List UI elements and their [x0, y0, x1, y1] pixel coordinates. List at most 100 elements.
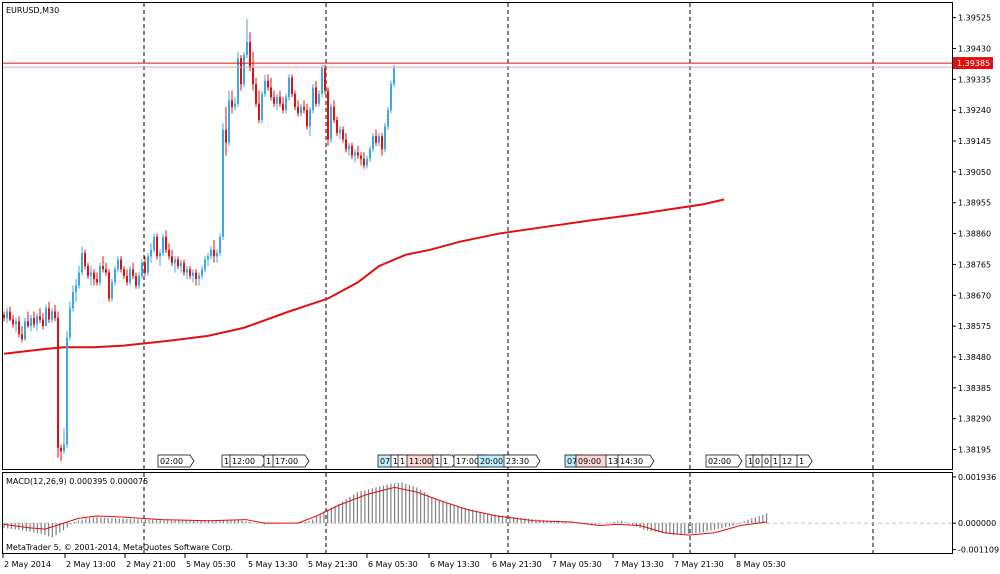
macd-panel[interactable]: MACD(12,26,9) 0.000395 0.000075 MetaTrad… — [2, 472, 1000, 555]
moving-average — [3, 198, 725, 355]
price-tick-label: 1.38575 — [958, 322, 991, 331]
candle — [75, 279, 77, 302]
candle — [372, 132, 374, 153]
macd-signal-line — [3, 486, 767, 536]
candle — [60, 444, 62, 461]
candle-body — [261, 93, 263, 120]
candle-body — [189, 269, 191, 276]
candle — [381, 132, 383, 156]
candle-body — [48, 308, 50, 320]
candle-body — [345, 139, 347, 150]
macd-tick-label: 0.000000 — [958, 519, 996, 528]
price-tick-label: 1.38290 — [958, 415, 991, 424]
candle — [96, 272, 98, 286]
macd-period-separators — [143, 473, 874, 553]
candle — [231, 90, 233, 114]
candle-body — [129, 269, 131, 283]
candle-body — [138, 275, 140, 286]
candle-body — [270, 87, 272, 98]
session-marker-label: 1 — [266, 457, 271, 466]
candle-body — [369, 149, 371, 159]
candle — [87, 262, 89, 280]
time-tick-label: 2 May 13:00 — [66, 560, 116, 569]
candle-body — [108, 272, 110, 299]
price-tick-label: 1.38385 — [958, 384, 991, 393]
time-tick-label: 8 May 05:30 — [736, 560, 786, 569]
session-marker-label: 09:00 — [578, 457, 601, 466]
candle — [30, 314, 32, 331]
candle-body — [162, 236, 164, 254]
candle — [132, 262, 134, 280]
candle-body — [198, 275, 200, 280]
candle — [165, 230, 167, 254]
candle — [222, 123, 224, 241]
session-marker-label: 20:00 — [480, 457, 503, 466]
symbol-label: EURUSD,M30 — [6, 6, 59, 15]
candle — [378, 132, 380, 146]
candle-body — [318, 93, 320, 104]
candle — [240, 54, 242, 91]
time-axis: 2 May 2014 2 May 13:00 2 May 21:00 5 May 05… — [2, 554, 786, 569]
candle-body — [339, 129, 341, 133]
candle-body — [195, 272, 197, 280]
candle-body — [387, 110, 389, 127]
candle-body — [15, 321, 17, 325]
candle-body — [78, 272, 80, 286]
time-tick-label: 5 May 21:30 — [308, 560, 358, 569]
candle — [99, 262, 101, 286]
candle-body — [144, 262, 146, 273]
candle-body — [36, 316, 38, 325]
candle-body — [153, 236, 155, 250]
session-marker: 14:30 — [617, 454, 655, 468]
candle — [54, 305, 56, 322]
candle — [126, 269, 128, 286]
session-marker-label: 14 — [435, 457, 445, 466]
candle-body — [225, 129, 227, 143]
candle-body — [105, 269, 107, 273]
candle — [69, 301, 71, 341]
candle-body — [267, 80, 269, 88]
candle-body — [231, 100, 233, 107]
macd-panel-frame — [2, 472, 953, 554]
candle-body — [219, 236, 221, 254]
candle-body — [177, 259, 179, 267]
time-tick-label: 6 May 05:30 — [368, 560, 418, 569]
candle-body — [381, 136, 383, 150]
session-marker-label: 17:00 — [456, 457, 479, 466]
price-tick-label: 1.38955 — [958, 199, 991, 208]
macd-tick-label: 0.001936 — [958, 473, 996, 482]
session-marker-label: 11:00 — [409, 457, 432, 466]
candle-body — [297, 106, 299, 114]
candle-body — [378, 136, 380, 143]
ma-line — [3, 198, 725, 355]
session-marker-label: 02:00 — [708, 457, 731, 466]
candle-body — [45, 308, 47, 327]
current-price-tag: 1.39385 — [953, 57, 993, 70]
session-marker-label: 12 — [782, 457, 792, 466]
candle — [228, 90, 230, 146]
candle — [288, 74, 290, 101]
candle-body — [99, 266, 101, 283]
session-marker-label: 0 — [764, 457, 769, 466]
current-price-line — [3, 62, 952, 68]
candle — [252, 51, 254, 91]
candle — [291, 74, 293, 98]
candle-body — [87, 266, 89, 276]
session-marker-flag — [157, 454, 195, 468]
candle-body — [351, 145, 353, 156]
price-tick-label: 1.38765 — [958, 260, 991, 269]
candle — [42, 313, 44, 330]
candle-body — [150, 249, 152, 257]
time-tick-label: 7 May 21:30 — [674, 560, 724, 569]
session-marker: 12:00 — [229, 454, 267, 468]
price-tick-label: 1.39430 — [958, 44, 991, 53]
candle — [261, 90, 263, 124]
candle-body — [84, 253, 86, 267]
macd-signal — [3, 486, 767, 536]
candle-body — [207, 256, 209, 260]
macd-axis: 0.001936 0.000000 -0.001109 — [952, 473, 999, 555]
candle — [186, 266, 188, 280]
candle — [21, 326, 23, 343]
price-panel[interactable]: 02:00 1 12:00 1 17:00 07 1 1 11:00 141 17:00 20:00 2… — [2, 2, 994, 470]
candle — [285, 93, 287, 114]
